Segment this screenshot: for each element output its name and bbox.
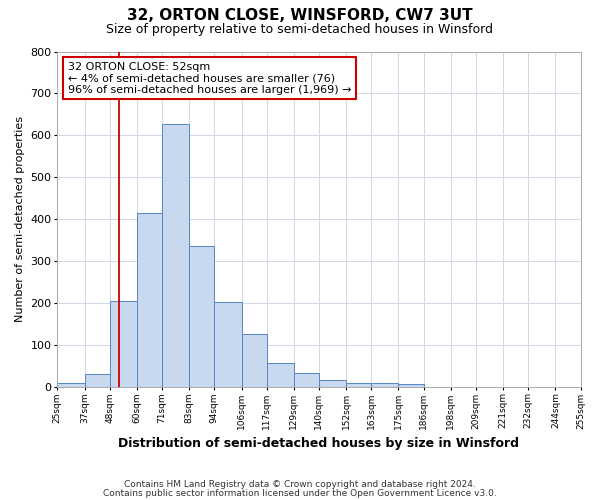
Bar (242, 334, 266, 386)
Bar (162, 124, 189, 386)
Bar (294, 374, 319, 386)
Bar (214, 302, 242, 386)
X-axis label: Distribution of semi-detached houses by size in Winsford: Distribution of semi-detached houses by … (118, 437, 520, 450)
Bar (57, 382, 85, 386)
Bar (85, 374, 110, 386)
Y-axis label: Number of semi-detached properties: Number of semi-detached properties (15, 116, 25, 322)
Bar (110, 301, 137, 386)
Bar (319, 380, 346, 386)
Text: Contains HM Land Registry data © Crown copyright and database right 2024.: Contains HM Land Registry data © Crown c… (124, 480, 476, 489)
Text: 32 ORTON CLOSE: 52sqm
← 4% of semi-detached houses are smaller (76)
96% of semi-: 32 ORTON CLOSE: 52sqm ← 4% of semi-detac… (68, 62, 351, 95)
Text: 32, ORTON CLOSE, WINSFORD, CW7 3UT: 32, ORTON CLOSE, WINSFORD, CW7 3UT (127, 8, 473, 22)
Bar (266, 363, 294, 386)
Bar (189, 246, 214, 386)
Bar (137, 213, 162, 386)
Bar (346, 382, 371, 386)
Bar (398, 384, 424, 386)
Bar (371, 384, 398, 386)
Text: Size of property relative to semi-detached houses in Winsford: Size of property relative to semi-detach… (107, 22, 493, 36)
Text: Contains public sector information licensed under the Open Government Licence v3: Contains public sector information licen… (103, 488, 497, 498)
